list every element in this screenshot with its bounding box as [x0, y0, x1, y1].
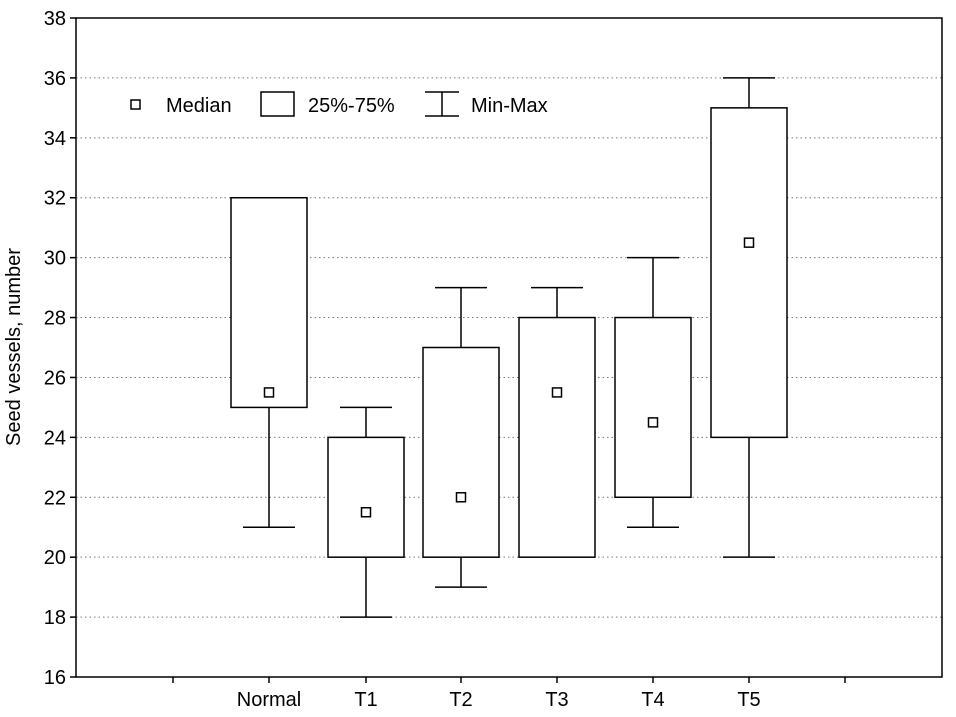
median-marker: [743, 237, 755, 248]
boxes: [230, 77, 788, 618]
median-marker: [551, 387, 563, 398]
x-tick-label: T2: [449, 689, 472, 711]
box-t4: [614, 256, 692, 528]
y-tick-label: 36: [44, 68, 66, 90]
y-tick-label: 24: [44, 427, 66, 449]
y-tick-label: 20: [44, 547, 66, 569]
y-tick-label: 32: [44, 188, 66, 210]
plot-frame: [75, 17, 943, 678]
iqr-box: [614, 316, 692, 499]
gridlines: [76, 77, 942, 618]
y-axis-title: Seed vessels, number: [3, 248, 25, 446]
legend-box-label: 25%-75%: [308, 95, 395, 117]
median-marker: [647, 417, 659, 428]
y-tick-label: 30: [44, 248, 66, 270]
y-tick-label: 18: [44, 607, 66, 629]
y-tick-label: 38: [44, 8, 66, 30]
legend-median-marker: [130, 99, 141, 110]
legend-box-swatch: [260, 91, 295, 117]
iqr-box: [518, 316, 596, 558]
x-tick-label: T1: [354, 689, 377, 711]
y-axis-ticks: 16 18 20 22 24 26 28 30 32 34 36 38: [44, 8, 76, 689]
median-marker: [360, 507, 372, 518]
y-tick-label: 34: [44, 128, 66, 150]
y-tick-label: 16: [44, 667, 66, 689]
legend-median-label: Median: [166, 95, 232, 117]
box-t1: [327, 406, 405, 618]
legend-whisker-label: Min-Max: [471, 95, 548, 117]
x-tick-label: T3: [545, 689, 568, 711]
legend: Median 25%-75% Min-Max: [130, 91, 548, 117]
x-tick-label: T5: [737, 689, 760, 711]
iqr-box: [230, 196, 308, 409]
iqr-box: [327, 436, 405, 558]
x-tick-label: Normal: [237, 689, 301, 711]
y-tick-label: 26: [44, 367, 66, 389]
box-t2: [422, 286, 500, 588]
median-marker: [455, 492, 467, 503]
x-axis-ticks: Normal T1 T2 T3 T4 T5: [172, 677, 846, 711]
iqr-box: [710, 107, 788, 439]
legend-whisker-symbol: [425, 91, 459, 117]
y-tick-label: 28: [44, 308, 66, 330]
box-t5: [710, 77, 788, 558]
box-normal: [230, 196, 308, 528]
median-marker: [263, 387, 275, 398]
x-tick-label: T4: [641, 689, 664, 711]
y-tick-label: 22: [44, 487, 66, 509]
box-t3: [518, 286, 596, 558]
iqr-box: [422, 346, 500, 558]
